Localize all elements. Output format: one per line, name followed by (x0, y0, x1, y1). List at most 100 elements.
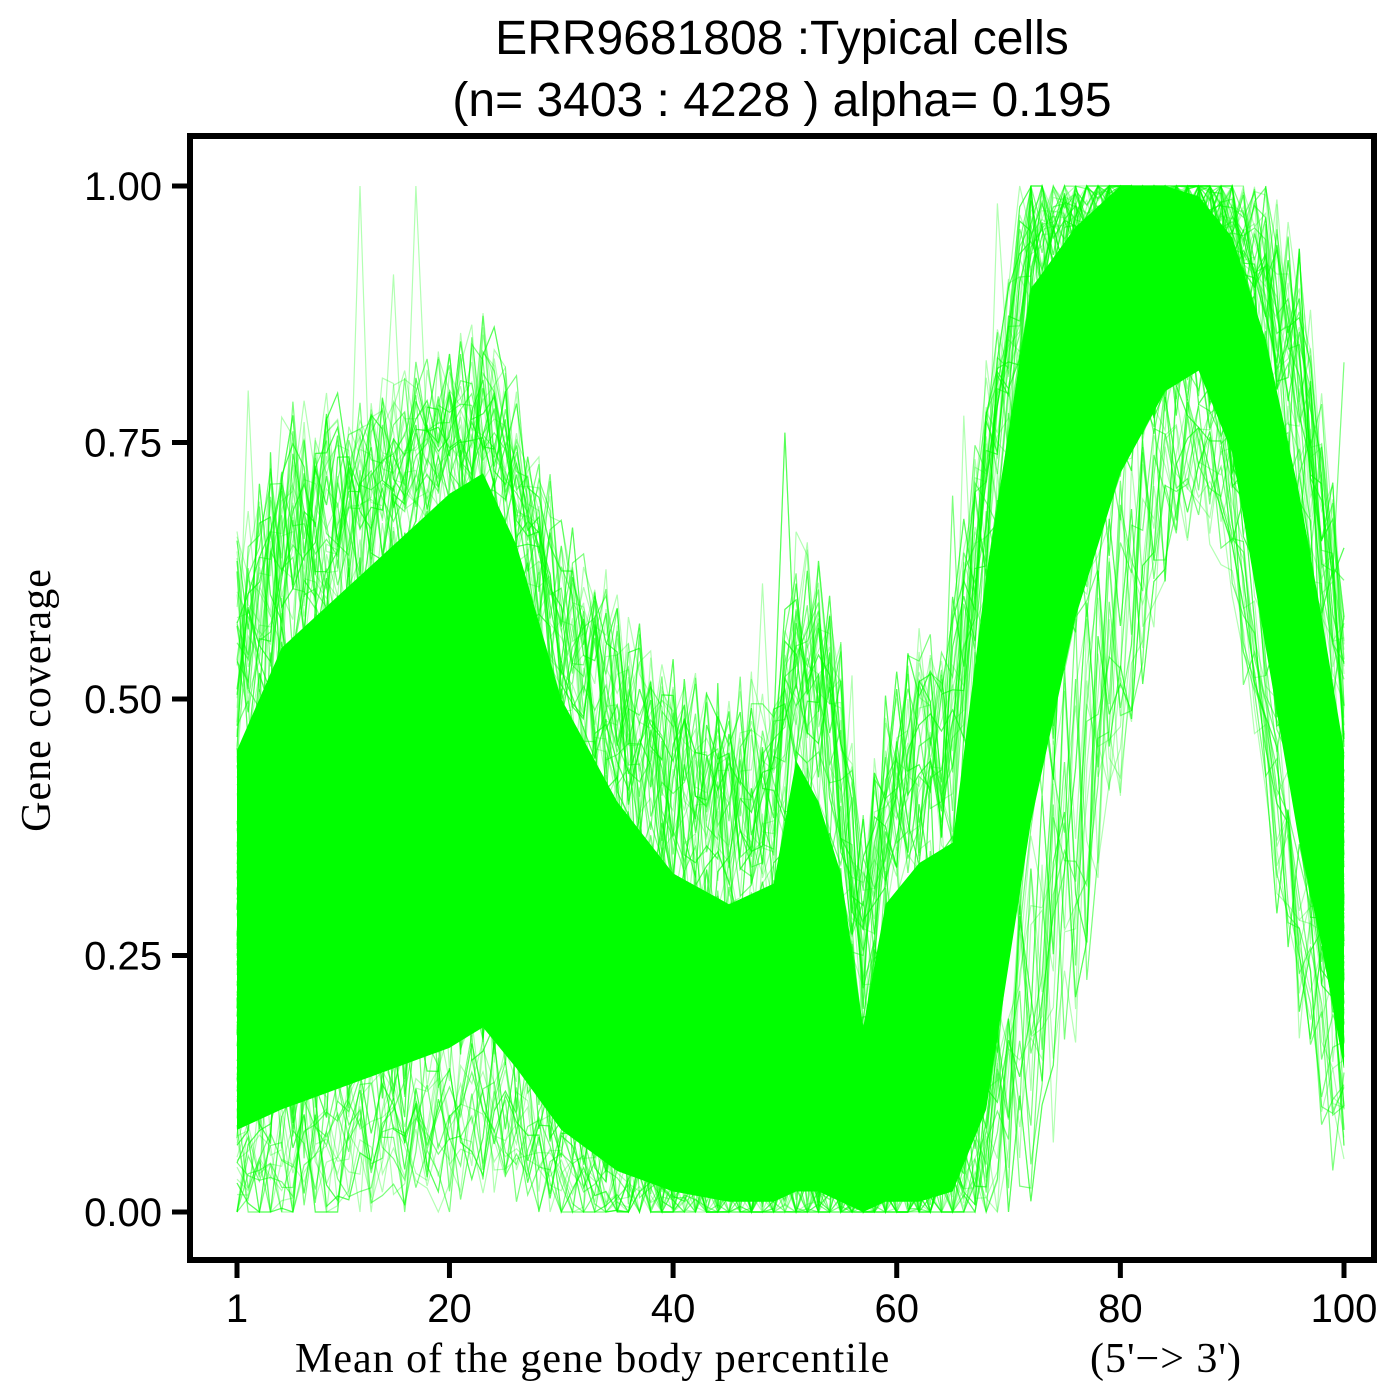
coverage-line (236, 244, 1345, 1139)
coverage-line (236, 397, 1345, 1214)
coverage-line (236, 398, 1345, 1215)
coverage-line (236, 184, 1345, 957)
coverage-line (236, 392, 1345, 1214)
coverage-line (236, 184, 1345, 1068)
coverage-line (236, 200, 1345, 1131)
coverage-line (236, 288, 1345, 1205)
coverage-line (236, 185, 1345, 1151)
coverage-line (236, 183, 1345, 1050)
x-axis-direction-label: (5'−> 3') (1090, 1336, 1242, 1382)
coverage-line (236, 185, 1345, 1116)
coverage-line (236, 278, 1345, 1207)
coverage-line (236, 254, 1345, 1180)
coverage-line (236, 185, 1345, 1106)
coverage-line (236, 243, 1345, 1160)
coverage-line (236, 254, 1345, 1170)
coverage-line (236, 185, 1345, 963)
coverage-line (236, 339, 1345, 1211)
coverage-line (236, 185, 1345, 1151)
coverage-line (236, 185, 1345, 920)
coverage-line (236, 200, 1345, 1131)
x-tick-label: 80 (1098, 1287, 1143, 1331)
coverage-line (236, 183, 1345, 907)
coverage-line (236, 193, 1345, 1133)
coverage-line (236, 183, 1345, 885)
coverage-line (236, 184, 1345, 1095)
coverage-line (236, 279, 1345, 1213)
coverage-line (236, 339, 1345, 1211)
coverage-line (236, 223, 1345, 1142)
coverage-line (236, 271, 1345, 1142)
coverage-line (236, 272, 1345, 1213)
coverage-line (236, 252, 1345, 1189)
coverage-line (236, 239, 1345, 1177)
coverage-line (236, 249, 1345, 1185)
coverage-line (236, 279, 1345, 1213)
coverage-line (236, 292, 1345, 1213)
coverage-line (236, 277, 1345, 1155)
coverage-line (236, 265, 1345, 1174)
coverage-line (236, 185, 1345, 930)
coverage-line (236, 185, 1345, 1213)
coverage-line (236, 185, 1345, 1072)
x-axis: 1 20 40 60 80 100 (226, 1260, 1377, 1331)
coverage-line (236, 281, 1345, 1191)
coverage-line (236, 184, 1345, 1008)
coverage-line (236, 185, 1345, 1213)
coverage-line (236, 289, 1345, 1213)
coverage-line (236, 213, 1345, 1145)
coverage-line (236, 184, 1345, 890)
coverage-line (236, 252, 1345, 1189)
coverage-line (236, 184, 1345, 892)
coverage-line (236, 212, 1345, 1109)
coverage-line (236, 307, 1345, 1201)
coverage-line (236, 184, 1345, 890)
coverage-line (236, 185, 1345, 1140)
coverage-line (236, 185, 1345, 1213)
coverage-line (236, 402, 1345, 1214)
coverage-line (236, 264, 1345, 1182)
x-tick-label: 1 (226, 1287, 248, 1331)
coverage-line (236, 387, 1345, 1215)
coverage-line (236, 185, 1345, 1080)
coverage-line (236, 273, 1345, 1209)
coverage-line (236, 270, 1345, 1162)
coverage-line (236, 184, 1345, 935)
coverage-line (236, 209, 1345, 1121)
coverage-line (236, 183, 1345, 985)
coverage-line (236, 185, 1345, 1116)
coverage-line (236, 193, 1345, 1142)
coverage-line (236, 315, 1345, 1213)
coverage-line (236, 333, 1345, 1215)
coverage-line (236, 423, 1345, 1214)
coverage-line (236, 279, 1345, 1213)
coverage-line (236, 269, 1345, 1142)
coverage-line (236, 185, 1345, 1055)
coverage-line (236, 184, 1345, 935)
coverage-line (236, 295, 1345, 1213)
coverage-line (236, 319, 1345, 1213)
coverage-line (236, 264, 1345, 1182)
coverage-line (236, 185, 1345, 1108)
coverage-line (236, 236, 1345, 1175)
coverage-line (236, 185, 1345, 1080)
coverage-line (236, 185, 1345, 979)
coverage-line (236, 331, 1345, 1215)
coverage-line (236, 185, 1345, 1108)
coverage-line (236, 245, 1345, 1180)
coverage-line (236, 184, 1345, 989)
coverage-line (236, 243, 1345, 1151)
coverage-line (236, 209, 1345, 1121)
coverage-line (236, 186, 1345, 1087)
coverage-line (236, 190, 1345, 1136)
chart-title: ERR9681808 :Typical cells (495, 12, 1069, 65)
coverage-line (236, 244, 1345, 1123)
coverage-line (236, 213, 1345, 1145)
coverage-line (236, 295, 1345, 1210)
coverage-line (236, 402, 1345, 1215)
coverage-line (236, 385, 1345, 1214)
coverage-line (236, 257, 1345, 1152)
coverage-line (236, 269, 1345, 1213)
coverage-line (236, 187, 1345, 1067)
coverage-line (236, 246, 1345, 1180)
